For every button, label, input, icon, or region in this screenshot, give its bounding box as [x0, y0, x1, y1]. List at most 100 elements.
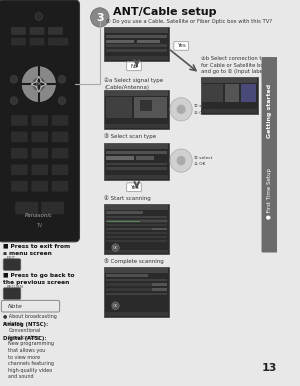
Circle shape — [32, 77, 45, 91]
FancyBboxPatch shape — [262, 57, 278, 252]
FancyBboxPatch shape — [52, 181, 68, 191]
Bar — [106, 279, 167, 281]
Text: Yes: Yes — [177, 44, 185, 49]
FancyBboxPatch shape — [11, 115, 28, 126]
Bar — [106, 40, 134, 42]
Bar — [105, 268, 168, 273]
Text: ① select: ① select — [194, 104, 212, 108]
Circle shape — [112, 302, 119, 310]
FancyBboxPatch shape — [11, 181, 28, 191]
FancyBboxPatch shape — [41, 202, 64, 214]
Circle shape — [170, 98, 192, 121]
Bar — [202, 109, 257, 113]
FancyBboxPatch shape — [32, 132, 48, 142]
Circle shape — [22, 67, 56, 102]
Text: ③ Select scan type: ③ Select scan type — [104, 134, 157, 139]
Text: ① select: ① select — [194, 156, 212, 160]
Text: ⑤ Complete scanning: ⑤ Complete scanning — [104, 258, 164, 264]
Circle shape — [170, 149, 192, 172]
Circle shape — [176, 156, 186, 166]
FancyBboxPatch shape — [48, 38, 63, 46]
Circle shape — [58, 75, 66, 83]
Bar — [106, 240, 167, 242]
Bar — [152, 288, 167, 291]
Text: ■ Press to exit from
a menu screen: ■ Press to exit from a menu screen — [3, 244, 70, 256]
Bar — [106, 293, 167, 295]
Circle shape — [58, 97, 66, 105]
FancyBboxPatch shape — [54, 38, 68, 46]
Bar — [105, 124, 168, 128]
Bar — [106, 211, 143, 214]
Text: ② OK: ② OK — [194, 163, 206, 166]
Bar — [225, 84, 239, 102]
FancyBboxPatch shape — [32, 115, 48, 126]
Text: ② OK: ② OK — [194, 111, 206, 115]
FancyBboxPatch shape — [0, 0, 80, 242]
FancyBboxPatch shape — [2, 300, 60, 312]
Circle shape — [176, 105, 186, 114]
Bar — [106, 49, 167, 52]
FancyBboxPatch shape — [11, 27, 26, 35]
FancyBboxPatch shape — [11, 164, 28, 175]
FancyBboxPatch shape — [127, 183, 141, 191]
Circle shape — [35, 13, 43, 20]
Bar — [140, 100, 152, 111]
Bar — [106, 274, 148, 277]
Text: TV: TV — [36, 223, 42, 228]
Circle shape — [112, 244, 119, 252]
FancyBboxPatch shape — [15, 202, 38, 214]
FancyBboxPatch shape — [11, 38, 26, 46]
Bar — [134, 97, 167, 118]
Text: New programming
that allows you
to view more
channels featuring
high-quality vid: New programming that allows you to view … — [8, 342, 54, 379]
Text: EXIT: EXIT — [7, 256, 16, 260]
FancyBboxPatch shape — [32, 164, 48, 175]
Text: Yes: Yes — [130, 185, 138, 190]
Bar — [152, 283, 167, 286]
Bar — [106, 220, 167, 222]
Bar — [106, 163, 167, 166]
Circle shape — [10, 97, 18, 105]
Text: ● First Time Setup: ● First Time Setup — [267, 168, 272, 219]
Text: ④ Start scanning: ④ Start scanning — [104, 195, 151, 201]
Circle shape — [91, 8, 109, 27]
FancyBboxPatch shape — [11, 148, 28, 159]
Bar — [105, 175, 168, 179]
FancyBboxPatch shape — [52, 115, 68, 126]
Circle shape — [10, 75, 18, 83]
Text: Digital (ATSC):: Digital (ATSC): — [3, 336, 46, 341]
Bar — [106, 151, 167, 154]
Bar — [241, 84, 256, 102]
Text: Getting started: Getting started — [267, 84, 272, 138]
Bar — [106, 156, 134, 160]
Bar — [104, 267, 169, 317]
Bar — [105, 28, 168, 33]
Text: ① Do you use a Cable, Satellite or Fiber Optic box with this TV?: ① Do you use a Cable, Satellite or Fiber… — [106, 19, 272, 24]
FancyBboxPatch shape — [52, 132, 68, 142]
Text: ■ Press to go back to
the previous screen: ■ Press to go back to the previous scree… — [3, 273, 74, 285]
Bar — [106, 168, 167, 170]
Bar — [104, 27, 169, 61]
Text: ● About broadcasting
systems: ● About broadcasting systems — [3, 315, 57, 326]
Bar — [106, 236, 167, 238]
Text: 13: 13 — [261, 362, 277, 372]
Text: Conventional
broadcasting: Conventional broadcasting — [8, 328, 41, 340]
FancyBboxPatch shape — [3, 259, 21, 270]
Bar — [105, 205, 168, 210]
Bar — [105, 312, 168, 317]
Text: 3: 3 — [96, 13, 103, 23]
Bar — [105, 56, 168, 60]
Text: ②b Select connection type
for Cable or Satellite box
and go to ① (Input labels): ②b Select connection type for Cable or S… — [200, 56, 271, 74]
FancyBboxPatch shape — [3, 288, 21, 300]
FancyBboxPatch shape — [30, 27, 44, 35]
Text: OK: OK — [113, 304, 118, 308]
Bar — [106, 228, 152, 230]
Bar — [106, 232, 167, 234]
Bar — [107, 220, 140, 222]
Text: ANT/Cable setup: ANT/Cable setup — [113, 7, 216, 17]
Bar — [106, 44, 167, 47]
FancyBboxPatch shape — [30, 38, 44, 46]
Bar — [106, 97, 132, 118]
Bar — [106, 35, 167, 38]
Bar — [104, 204, 169, 254]
Bar — [106, 283, 152, 286]
